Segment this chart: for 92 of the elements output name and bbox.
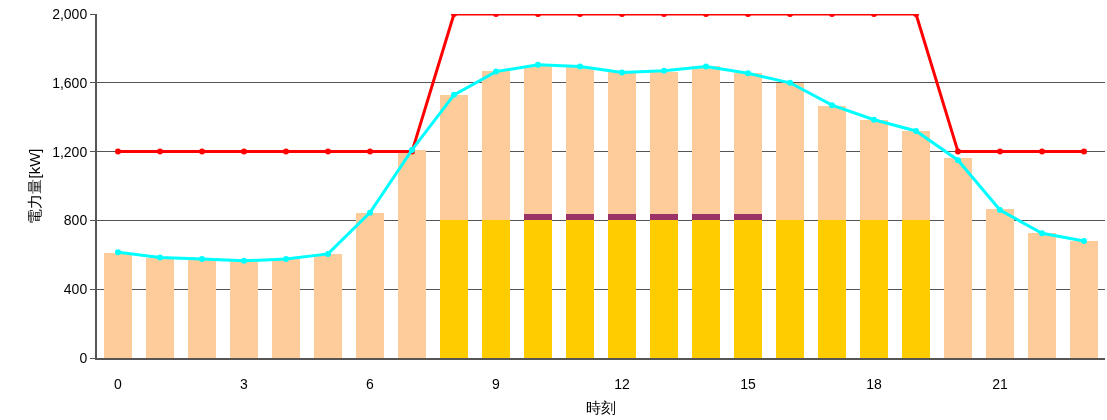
x-tick-label: 21 (992, 375, 1008, 392)
bar (481, 71, 511, 221)
bar (565, 67, 595, 215)
point (1039, 148, 1045, 155)
point (115, 249, 121, 256)
x-tick-label: 3 (240, 375, 249, 392)
bar (607, 220, 637, 358)
point (115, 148, 121, 155)
y-tick-label: 400 (63, 281, 88, 298)
bar (565, 220, 595, 358)
bar (397, 149, 427, 358)
point (367, 209, 373, 216)
bar (607, 72, 637, 215)
point (535, 61, 541, 68)
point (199, 148, 205, 155)
bar (187, 259, 217, 358)
point (787, 79, 793, 86)
point (451, 91, 457, 98)
bar (145, 257, 175, 358)
bar (1027, 233, 1057, 358)
x-tick-label: 0 (114, 375, 123, 392)
point (157, 148, 163, 155)
y-tick-label: 2,000 (52, 5, 88, 22)
point (1081, 148, 1087, 155)
point (157, 254, 163, 261)
y-tick-label: 800 (63, 212, 88, 229)
point (283, 256, 289, 263)
point (241, 148, 247, 155)
bar (859, 220, 889, 358)
x-tick-label: 6 (366, 375, 375, 392)
bar (481, 220, 511, 358)
bar (817, 220, 847, 358)
point (283, 148, 289, 155)
bar (523, 214, 553, 221)
bar (523, 220, 553, 358)
bar (103, 253, 133, 358)
point (577, 63, 583, 70)
y-tick-label: 0 (79, 349, 88, 366)
bar (565, 214, 595, 221)
bar (229, 260, 259, 358)
bar (523, 65, 553, 215)
bar (859, 119, 889, 221)
bar (817, 106, 847, 221)
bar (691, 66, 721, 215)
bar (313, 253, 343, 358)
bar (901, 220, 931, 358)
bar (439, 220, 469, 358)
y-tick-label: 1,200 (52, 143, 88, 160)
bar (733, 214, 763, 221)
point (367, 148, 373, 155)
bar (271, 259, 301, 358)
point (955, 148, 961, 155)
point (1039, 230, 1045, 237)
point (493, 68, 499, 75)
bar (649, 71, 679, 215)
bar (649, 220, 679, 358)
point (325, 148, 331, 155)
point (871, 116, 877, 123)
point (829, 102, 835, 109)
point (997, 207, 1003, 214)
bar (649, 214, 679, 221)
bar (691, 214, 721, 221)
point (241, 257, 247, 264)
bar (985, 209, 1015, 358)
bar (1069, 241, 1099, 358)
bar (901, 130, 931, 221)
bar (439, 94, 469, 221)
bar (607, 214, 637, 221)
point (955, 157, 961, 164)
y-axis-title: 電力量[kW] (25, 148, 43, 224)
bar (733, 73, 763, 215)
bar (943, 158, 973, 358)
point (1081, 238, 1087, 245)
bar (355, 212, 385, 358)
x-tick-label: 15 (740, 375, 756, 392)
point (661, 67, 667, 74)
bar (775, 220, 805, 358)
point (325, 250, 331, 257)
point (997, 148, 1003, 155)
point (745, 70, 751, 77)
x-tick-label: 9 (492, 375, 501, 392)
point (619, 69, 625, 76)
point (199, 256, 205, 263)
bar (733, 220, 763, 358)
point (703, 63, 709, 70)
bar (775, 82, 805, 221)
x-axis-title: 時刻 (586, 399, 616, 417)
y-tick-label: 1,600 (52, 74, 88, 91)
x-tick-label: 12 (614, 375, 630, 392)
point (913, 127, 919, 134)
bar (691, 220, 721, 358)
x-tick-label: 18 (866, 375, 882, 392)
